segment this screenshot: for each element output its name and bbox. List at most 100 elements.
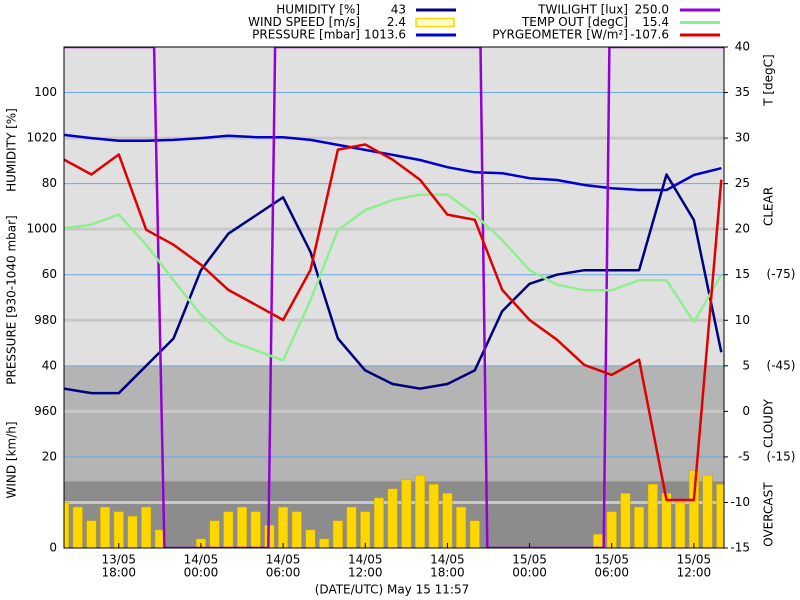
wind-bar (360, 511, 371, 548)
x-tick-date: 15/05 (677, 553, 712, 567)
wind-bar (141, 506, 152, 548)
wind-bar (72, 506, 83, 548)
y3-tick-label: (-15) (767, 449, 796, 463)
wind-bar (592, 534, 604, 548)
y-tick-label: 0 (49, 541, 57, 555)
wind-bar (100, 506, 111, 548)
wind-bar (209, 520, 220, 548)
y-axis-title: HUMIDITY [%] (5, 108, 19, 192)
wind-bar (291, 511, 302, 548)
x-tick-time: 00:00 (184, 566, 219, 580)
x-tick-time: 06:00 (266, 566, 301, 580)
wind-bar (127, 515, 138, 548)
y-tick-label: 960 (34, 404, 57, 418)
x-tick-date: 13/05 (101, 553, 136, 567)
grid (64, 92, 724, 504)
y-axis-title: WIND [km/h] (5, 421, 19, 498)
y2-tick-label: 0 (742, 404, 750, 418)
x-tick-date: 15/05 (594, 553, 629, 567)
y3-tick-label: (-75) (767, 267, 796, 281)
y2-tick-label: 35 (735, 85, 750, 99)
marks (64, 47, 724, 548)
legend-value: -107.6 (630, 28, 669, 42)
y-tick-label: 980 (34, 313, 57, 327)
legend-name: PYRGEOMETER [W/m²] (492, 28, 628, 42)
y2-tick-label: -10 (730, 495, 750, 509)
legend-value: 2.4 (387, 15, 406, 29)
wind-bar (688, 470, 699, 548)
wind-bar (675, 502, 686, 548)
wind-bar (428, 483, 439, 548)
series-line (64, 173, 723, 395)
wind-bar (346, 506, 357, 548)
legend-swatch (415, 17, 455, 28)
x-tick-time: 12:00 (348, 566, 383, 580)
wind-bar (620, 493, 631, 548)
wind-bar (647, 483, 658, 548)
x-tick-time: 18:00 (101, 566, 136, 580)
x-tick-date: 14/05 (430, 553, 465, 567)
wind-bar (634, 506, 645, 548)
wind-bar (716, 483, 724, 548)
x-axis-title: (DATE/UTC) May 15 11:57 (315, 583, 470, 597)
legend-name: PRESSURE [mbar] (252, 28, 360, 42)
y-tick-label: 40 (42, 358, 57, 372)
sky-zone (64, 47, 724, 366)
wind-bar (414, 474, 426, 548)
legend-name: TEMP OUT [degC] (521, 15, 628, 29)
legend-value: 250.0 (635, 3, 669, 17)
wind-bar (86, 520, 97, 548)
wind-bar (442, 493, 453, 548)
x-tick-date: 15/05 (512, 553, 547, 567)
x-tick-date: 14/05 (184, 553, 219, 567)
y3-tick-label: (-45) (767, 358, 796, 372)
y2-tick-label: 20 (735, 222, 750, 236)
wind-bar (250, 511, 261, 548)
wind-bar (332, 520, 343, 548)
series-line (64, 133, 722, 192)
x-tick-date: 14/05 (266, 553, 301, 567)
series-line (64, 47, 724, 548)
wind-bar (223, 511, 234, 548)
legend-name: WIND SPEED [m/s] (248, 15, 360, 29)
legend-value: 1013.6 (364, 28, 406, 42)
series-line (64, 193, 723, 362)
wind-bar (305, 529, 316, 548)
y-tick-label: 20 (42, 449, 57, 463)
wind-bar (319, 538, 330, 548)
wind-bar (661, 493, 672, 548)
zones (64, 47, 724, 548)
legend-name: TWILIGHT [lux] (537, 3, 628, 17)
y-tick-label: 60 (42, 267, 57, 281)
wind-bar (702, 474, 713, 548)
x-tick-time: 00:00 (512, 566, 547, 580)
legend-value: 43 (391, 3, 406, 17)
y2-tick-label: -15 (730, 541, 750, 555)
x-tick-date: 14/05 (348, 553, 383, 567)
x-tick-time: 12:00 (677, 566, 712, 580)
y-axis-title: PRESSURE [930-1040 mbar] (5, 215, 19, 384)
y2-axis-title: T [degC] (762, 54, 776, 107)
legend-value: 15.4 (642, 15, 669, 29)
zone-label: CLEAR (762, 187, 776, 226)
series-line (64, 143, 723, 502)
y2-tick-label: -5 (738, 449, 750, 463)
y-tick-label: 1020 (26, 131, 57, 145)
x-tick-time: 06:00 (594, 566, 629, 580)
wind-bar (373, 497, 384, 548)
zone-label: OVERCAST (762, 482, 776, 547)
wind-bar (387, 488, 398, 548)
plot-frame (63, 46, 725, 549)
wind-bar (278, 506, 289, 548)
wind-bar (606, 511, 617, 548)
wind-bar (401, 479, 412, 548)
y2-tick-label: 15 (735, 267, 750, 281)
y2-tick-label: 40 (735, 40, 750, 54)
wind-bar (236, 506, 248, 548)
x-tick-time: 18:00 (430, 566, 465, 580)
y2-tick-label: 10 (735, 313, 750, 327)
wind-bar (113, 511, 124, 548)
y-tick-label: 100 (34, 85, 57, 99)
